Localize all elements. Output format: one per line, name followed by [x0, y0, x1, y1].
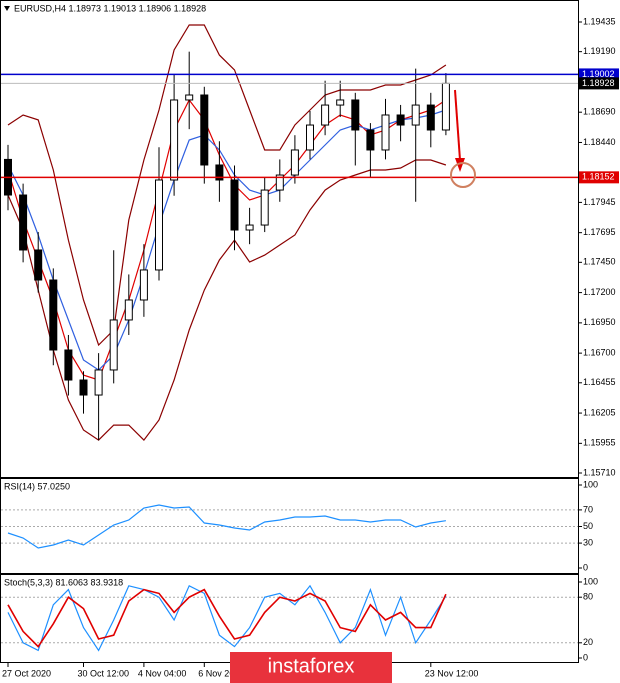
y-tick-label: 0 [583, 652, 588, 662]
last-price-label: 1.18928 [582, 78, 615, 88]
price-panel [0, 0, 579, 478]
rsi-title: RSI(14) 57.0250 [4, 481, 70, 491]
y-tick-label: 1.17200 [583, 287, 616, 297]
x-tick-label: 27 Oct 2020 [2, 668, 51, 678]
candle-body [336, 99, 345, 106]
candle-body [64, 349, 73, 381]
y-tick-label: 70 [583, 504, 593, 514]
candle-body [426, 104, 435, 131]
target-circle [450, 162, 476, 188]
candle-body [275, 174, 284, 191]
candle-body [290, 149, 299, 176]
candle-body [200, 94, 209, 166]
candle-body [381, 114, 390, 151]
x-tick-label: 30 Oct 12:00 [78, 668, 130, 678]
candle-body [49, 279, 58, 351]
series-line [7, 109, 447, 371]
plot-area: 1.19435 1.19190 1.18690 1.18440 1.17945 1.176… [1, 16, 619, 678]
forecast-arrow [454, 89, 461, 161]
candle-body [94, 369, 103, 396]
series-line [7, 504, 446, 549]
y-tick-label: 1.19190 [583, 46, 616, 56]
candle-body [396, 114, 405, 126]
y-tick-label: 1.17450 [583, 257, 616, 267]
price-level-label: 1.19002 [582, 69, 615, 79]
candle-body [321, 104, 330, 126]
candle-body [260, 189, 269, 226]
watermark-box [230, 652, 392, 683]
y-tick-label: 80 [583, 592, 593, 602]
x-tick-label: 4 Nov 04:00 [138, 668, 187, 678]
price-level-label: 1.18152 [582, 172, 615, 182]
x-tick-label: 23 Nov 12:00 [425, 668, 479, 678]
y-tick-label: 1.17695 [583, 227, 616, 237]
y-tick-label: 20 [583, 637, 593, 647]
candle-body [366, 129, 375, 151]
candle-body [139, 269, 148, 301]
watermark: instaforex [268, 655, 355, 677]
y-tick-label: 1.18690 [583, 107, 616, 117]
candle-body [230, 179, 239, 231]
candle-body [215, 164, 224, 181]
candle-body [19, 194, 28, 251]
y-tick-label: 1.16205 [583, 407, 616, 417]
y-tick-label: 30 [583, 537, 593, 547]
y-tick-label: 1.15710 [583, 467, 616, 477]
candle-body [155, 179, 163, 271]
series-line [7, 584, 447, 652]
stoch-title: Stoch(5,3,3) 81.6063 83.9318 [4, 577, 123, 587]
price-title: EURUSD,H4 1.18973 1.19013 1.18906 1.1892… [14, 3, 206, 13]
y-tick-label: 100 [583, 479, 598, 489]
candle-body [411, 104, 420, 126]
y-tick-label: 1.16950 [583, 317, 616, 327]
y-tick-label: 1.16455 [583, 377, 616, 387]
arrow-head [455, 158, 465, 172]
series-line [7, 159, 447, 442]
y-tick-label: 1.19435 [583, 16, 616, 26]
y-tick-label: 1.16700 [583, 348, 616, 358]
price-level-tag [579, 171, 619, 184]
candle-body [306, 124, 314, 151]
candle-body [441, 82, 450, 131]
candle-body [124, 299, 133, 321]
y-tick-label: 0 [583, 562, 588, 572]
candle-body [34, 249, 43, 281]
last-price-tag [579, 77, 619, 90]
y-tick-label: 1.15955 [583, 438, 616, 448]
y-tick-label: 1.18440 [583, 137, 616, 147]
y-tick-label: 1.17945 [583, 197, 616, 207]
candle-body [109, 319, 118, 371]
candle-body [79, 379, 88, 396]
candle-body [185, 94, 194, 101]
x-tick-label: 6 Nov 20:00 [198, 668, 247, 678]
candle-body [351, 99, 360, 131]
candle-body [170, 99, 179, 181]
y-tick-label: 50 [583, 521, 593, 531]
series-line [7, 588, 447, 648]
series-line [7, 24, 447, 347]
y-tick-label: 100 [583, 576, 598, 586]
candle-body [245, 224, 254, 231]
menu-arrow[interactable] [4, 6, 10, 11]
